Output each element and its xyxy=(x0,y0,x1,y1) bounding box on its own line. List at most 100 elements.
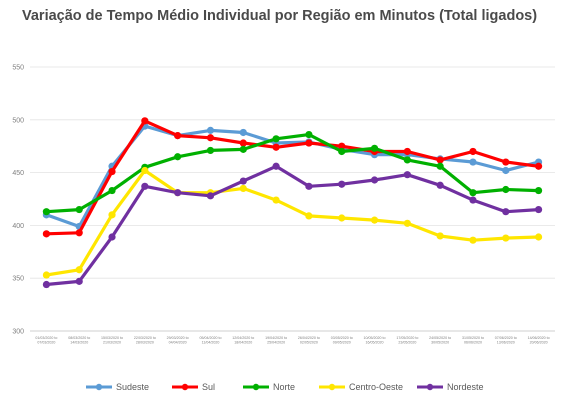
data-point xyxy=(469,236,477,244)
x-tick-line: 12/04/2020 to xyxy=(232,336,254,340)
y-tick-label: 500 xyxy=(12,117,24,124)
x-tick-line: 13/06/2020 xyxy=(497,341,515,345)
data-point xyxy=(206,192,215,200)
series-line xyxy=(44,133,541,214)
x-tick-line: 04/04/2020 xyxy=(169,341,187,345)
data-point xyxy=(338,147,346,156)
x-tick-line: 20/06/2020 xyxy=(530,341,548,345)
y-tick-label: 450 xyxy=(12,170,24,177)
x-tick-label: 19/04/2020 to 25/04/2020 xyxy=(265,336,287,345)
x-tick-line: 07/06/2020 to xyxy=(495,336,517,340)
x-tick-label: 31/05/2020 to 06/06/2020 xyxy=(462,336,484,345)
data-point xyxy=(502,166,510,175)
legend-label: Centro-Oeste xyxy=(349,382,403,392)
data-point xyxy=(75,266,83,274)
legend-swatch-marker xyxy=(426,383,434,391)
x-tick-label: 26/04/2020 to 02/05/2020 xyxy=(298,336,320,345)
x-tick-label: 22/03/2020 to 28/03/2020 xyxy=(134,336,156,345)
data-point xyxy=(469,147,477,156)
data-point xyxy=(75,277,83,285)
data-point xyxy=(42,208,51,216)
x-tick-label: 03/05/2020 to 09/05/2020 xyxy=(331,336,353,345)
legend-swatch-marker xyxy=(328,383,336,391)
data-point xyxy=(534,205,543,214)
data-point xyxy=(272,196,280,204)
legend-swatch-marker xyxy=(252,383,260,391)
data-point xyxy=(338,214,346,222)
x-tick-label: 15/03/2020 to 21/03/2020 xyxy=(101,336,123,345)
data-point xyxy=(206,146,215,155)
y-tick-label: 350 xyxy=(12,276,24,283)
x-tick-line: 15/03/2020 to xyxy=(101,336,123,340)
x-tick-label: 14/06/2020 to 20/06/2020 xyxy=(528,336,550,345)
x-tick-line: 17/05/2020 to xyxy=(396,336,418,340)
data-point xyxy=(239,128,247,137)
data-point xyxy=(174,132,182,140)
data-point xyxy=(272,135,280,143)
data-point xyxy=(141,117,149,125)
data-point xyxy=(174,189,182,197)
legend-item: Sul xyxy=(172,382,215,392)
y-tick-label: 550 xyxy=(12,65,24,72)
data-point xyxy=(42,230,51,238)
x-tick-line: 02/05/2020 xyxy=(300,341,318,345)
data-point xyxy=(239,145,247,153)
legend-item: Sudeste xyxy=(86,382,149,392)
x-tick-line: 09/05/2020 xyxy=(333,341,351,345)
y-tick-label: 300 xyxy=(12,329,24,336)
x-tick-label: 08/03/2020 to 14/03/2020 xyxy=(68,336,90,345)
x-tick-line: 01/03/2020 to xyxy=(35,336,57,340)
data-point xyxy=(370,144,379,152)
data-point xyxy=(534,162,543,170)
x-tick-label: 17/05/2020 to 23/05/2020 xyxy=(396,336,418,345)
x-tick-label: 07/06/2020 to 13/06/2020 xyxy=(495,336,517,345)
data-point xyxy=(206,126,215,134)
x-tick-line: 31/05/2020 to xyxy=(462,336,484,340)
legend-label: Nordeste xyxy=(447,382,484,392)
legend-swatch-marker xyxy=(95,383,103,391)
data-point xyxy=(239,184,247,193)
data-point xyxy=(502,234,510,242)
data-point xyxy=(272,162,280,170)
x-tick-line: 26/04/2020 to xyxy=(298,336,320,340)
x-tick-line: 10/05/2020 to xyxy=(364,336,386,340)
x-tick-label: 24/05/2020 to 30/05/2020 xyxy=(429,336,451,345)
data-point xyxy=(502,185,510,194)
x-tick-line: 18/04/2020 xyxy=(234,341,252,345)
series-nordeste xyxy=(42,162,543,289)
data-point xyxy=(272,143,280,151)
data-point xyxy=(239,177,247,185)
x-tick-line: 29/03/2020 to xyxy=(167,336,189,340)
series-sul xyxy=(42,117,543,238)
data-point xyxy=(338,180,346,188)
y-tick-label: 400 xyxy=(12,223,24,230)
data-point xyxy=(534,233,543,241)
data-point xyxy=(42,271,51,279)
data-point xyxy=(436,232,444,240)
data-point xyxy=(108,167,116,176)
data-point xyxy=(370,176,379,184)
data-point xyxy=(469,189,477,197)
legend-item: Centro-Oeste xyxy=(319,382,403,392)
x-tick-line: 08/03/2020 to xyxy=(68,336,90,340)
data-point xyxy=(436,162,444,170)
x-tick-line: 30/05/2020 xyxy=(431,341,449,345)
legend-item: Norte xyxy=(243,382,295,392)
data-point xyxy=(174,153,182,161)
data-point xyxy=(469,158,477,166)
data-point xyxy=(206,134,215,142)
x-tick-line: 23/05/2020 xyxy=(398,341,416,345)
x-tick-line: 06/06/2020 xyxy=(464,341,482,345)
x-tick-line: 16/05/2020 xyxy=(366,341,384,345)
x-tick-label: 01/03/2020 to 07/03/2020 xyxy=(35,336,57,345)
data-point xyxy=(403,219,411,227)
x-tick-line: 21/03/2020 xyxy=(103,341,121,345)
data-point xyxy=(436,181,444,189)
x-tick-label: 05/04/2020 to 11/04/2020 xyxy=(199,336,221,345)
y-axis-ticks: 300 350 400 450 500 550 xyxy=(12,65,24,336)
legend-label: Sudeste xyxy=(116,382,149,392)
data-point xyxy=(75,229,83,237)
data-point xyxy=(305,182,313,190)
legend-item: Nordeste xyxy=(417,382,484,392)
